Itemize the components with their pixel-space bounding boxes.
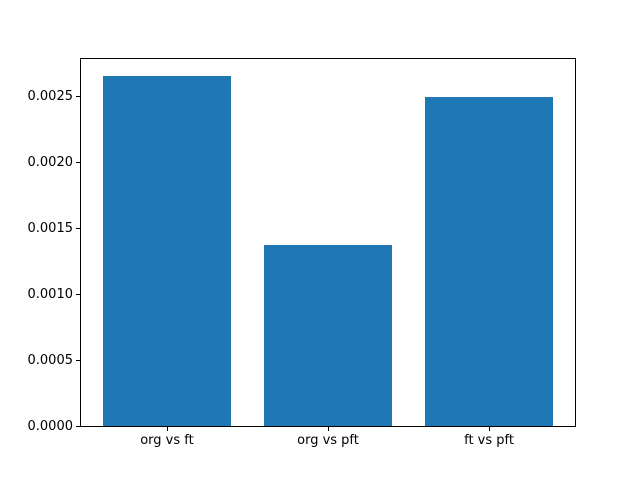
y-tick-mark [76, 293, 80, 295]
bar-org-vs-pft [263, 244, 393, 426]
y-tick-label: 0.0025 [27, 88, 74, 104]
x-tick-label: ft vs pft [464, 433, 514, 448]
x-tick-mark [328, 427, 329, 431]
y-tick-label: 0.0015 [27, 220, 74, 236]
x-tick-mark [166, 427, 168, 431]
x-tick-mark [489, 427, 491, 431]
x-tick-label: org vs ft [140, 433, 194, 448]
y-tick-label: 0.0020 [27, 154, 74, 170]
bar-org-vs-ft [102, 75, 232, 426]
y-tick-label: 0.0000 [27, 419, 74, 434]
y-tick-mark [76, 227, 80, 229]
bar-ft-vs-pft [424, 96, 554, 426]
y-tick-mark [76, 161, 80, 163]
plot-area [80, 58, 576, 427]
y-tick-mark [76, 95, 80, 97]
y-tick-mark [76, 426, 80, 427]
x-tick-label: org vs pft [297, 433, 359, 448]
y-tick-label: 0.0010 [27, 286, 74, 302]
y-tick-mark [76, 359, 80, 361]
y-tick-label: 0.0005 [27, 352, 74, 368]
